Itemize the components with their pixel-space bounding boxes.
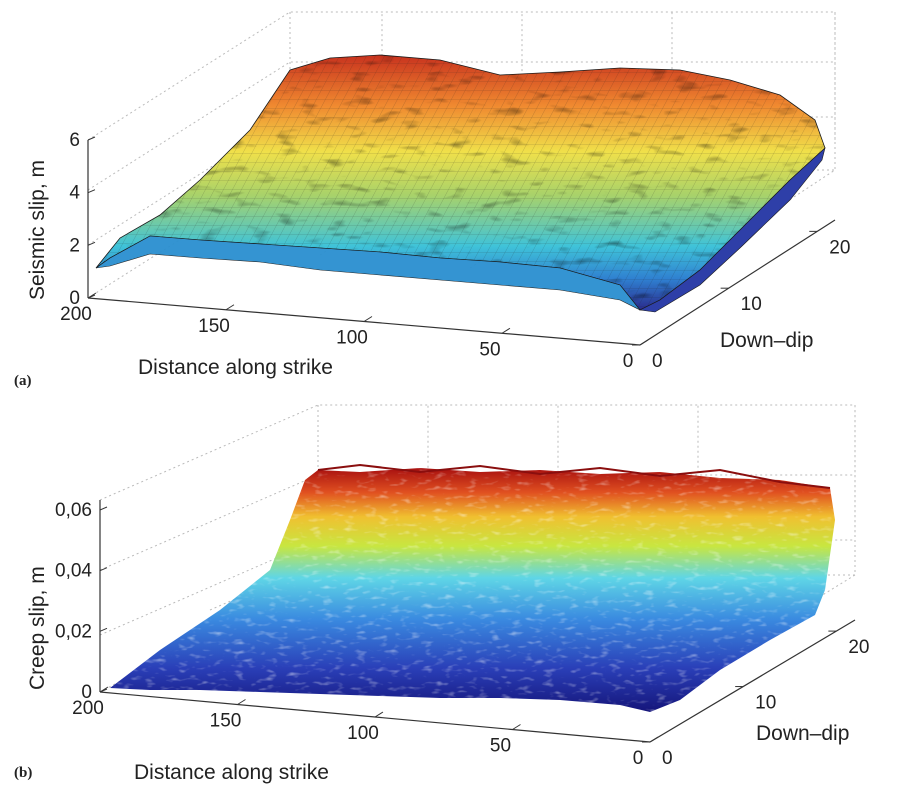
panel-a-x-tick-mark xyxy=(225,304,235,311)
panel-b-x-tick-mark xyxy=(374,711,384,718)
panel-b-x-axis-label: Distance along strike xyxy=(134,761,329,784)
panel-a-label: (a) xyxy=(14,373,32,389)
panel-b-z-tick-label: 0,06 xyxy=(55,500,92,521)
panel-a-x-tick-label: 200 xyxy=(60,304,92,325)
panel-b-z-tick-mark xyxy=(99,627,108,632)
panel-b-z-ticks: 0 0,02 0,04 0,06 xyxy=(55,500,108,703)
panel-b-surface xyxy=(110,463,835,712)
panel-a-x-tick-mark xyxy=(501,327,511,334)
panel-a-x-tick-label: 50 xyxy=(479,339,500,360)
panel-b-y-axis-label: Down–dip xyxy=(756,722,849,745)
panel-a-x-ticks: 200 150 100 50 0 xyxy=(60,292,649,372)
panel-b-y-tick-label: 20 xyxy=(848,637,869,658)
panel-b-z-tick-mark xyxy=(99,567,108,572)
panel-b-x-tick-mark xyxy=(512,724,521,730)
panel-b-x-tick-label: 200 xyxy=(72,698,104,719)
panel-b-x-tick-label: 0 xyxy=(633,748,644,769)
panel-a-y-tick-label: 20 xyxy=(829,237,850,258)
panel-a-z-ticks: 0 2 4 6 xyxy=(69,130,96,309)
panel-b-y-ticks: 0 10 20 xyxy=(642,630,870,769)
panel-a-z-axis-label: Seismic slip, m xyxy=(26,160,49,300)
panel-a-x-tick-mark xyxy=(363,316,373,322)
panel-a-x-tick-label: 100 xyxy=(336,328,368,349)
panel-a-z-tick-mark xyxy=(87,189,96,194)
panel-a-y-tick-label: 0 xyxy=(652,351,663,372)
panel-b: 0 0,02 0,04 0,06 200 150 100 50 0 0 10 20 Creep s… xyxy=(14,404,870,784)
panel-b-z-axis-label: Creep slip, m xyxy=(26,566,49,690)
panel-b-x-ticks: 200 150 100 50 0 xyxy=(72,686,659,769)
panel-a-z-tick-mark xyxy=(87,241,96,246)
panel-a-x-tick-mark xyxy=(87,292,97,299)
panel-a-y-tick-label: 10 xyxy=(741,294,762,315)
panel-b-x-tick-mark xyxy=(237,699,246,705)
panel-b-x-tick-label: 100 xyxy=(347,723,379,744)
panel-a-z-tick-label: 0 xyxy=(69,288,80,309)
panel-a-z-tick-label: 4 xyxy=(69,183,80,204)
panel-a-z-tick-label: 6 xyxy=(69,130,80,151)
panel-b-x-tick-mark xyxy=(649,736,659,743)
panel-b-z-tick-label: 0,02 xyxy=(55,621,92,642)
panel-b-x-tick-mark xyxy=(99,686,109,693)
panel-a-x-axis-label: Distance along strike xyxy=(138,356,333,379)
panel-b-z-tick-label: 0 xyxy=(81,682,92,703)
panel-a-y-ticks: 0 10 20 xyxy=(632,230,850,372)
panel-b-label: (b) xyxy=(14,765,32,781)
panel-a-x-tick-label: 0 xyxy=(623,351,634,372)
panel-b-z-tick-mark xyxy=(99,506,108,511)
panel-a-x-tick-mark xyxy=(639,339,649,346)
panel-a-x-tick-label: 150 xyxy=(198,316,230,337)
panel-b-y-tick-label: 10 xyxy=(755,693,776,714)
panel-a-surface xyxy=(95,54,826,313)
panel-b-y-tick-label: 0 xyxy=(662,748,673,769)
panel-b-z-tick-label: 0,04 xyxy=(55,561,92,582)
panel-a-z-tick-label: 2 xyxy=(69,235,80,256)
panel-a-y-axis-label: Down–dip xyxy=(720,329,813,352)
panel-b-x-tick-label: 50 xyxy=(490,736,511,757)
panel-a-z-tick-mark xyxy=(87,136,96,141)
panel-b-x-tick-label: 150 xyxy=(210,711,242,732)
